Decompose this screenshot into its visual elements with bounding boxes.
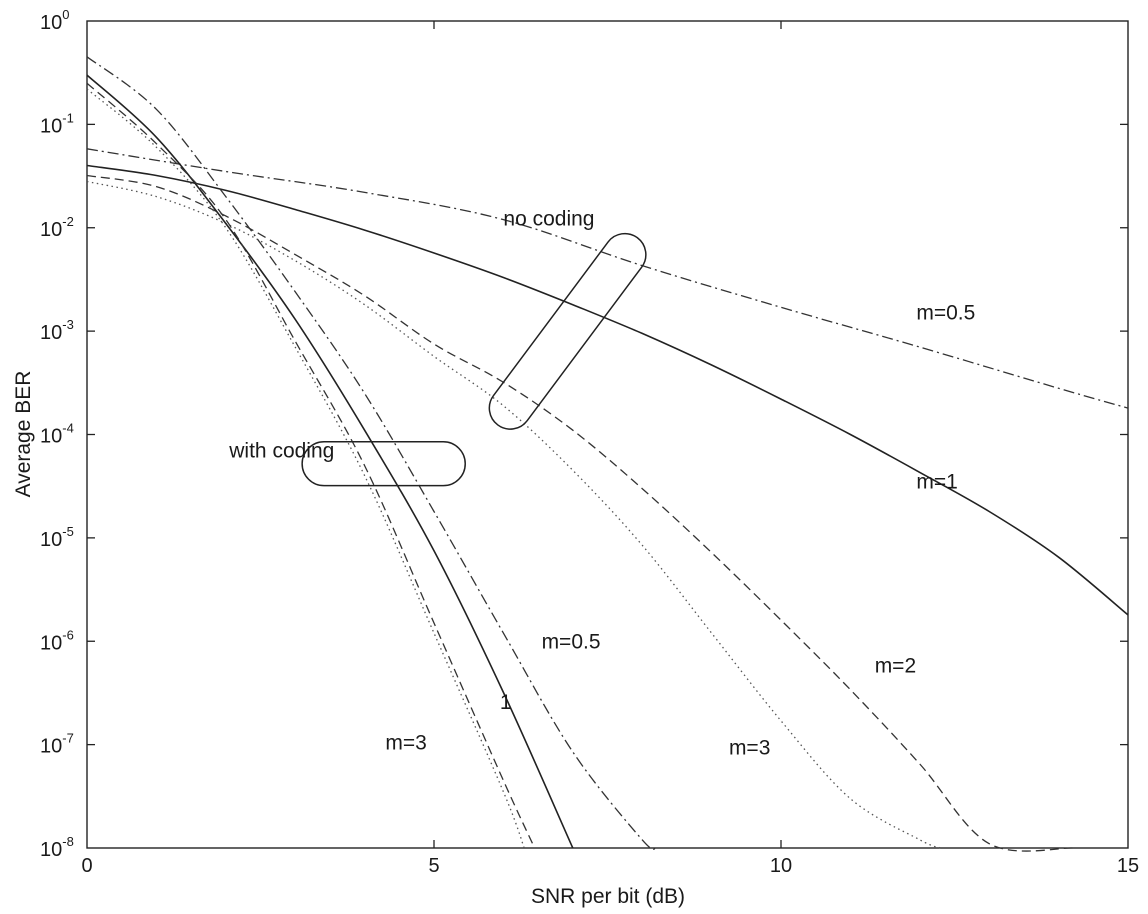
x-tick-label: 10 (770, 855, 792, 877)
annotation-label-2: m=0.5 (916, 301, 975, 324)
y-tick-label: 100 (40, 7, 69, 34)
series-line-8 (86, 88, 525, 849)
plot-border (86, 20, 1129, 849)
tick-layer: 0 5 10 15 100 10-1 10-2 10-3 10-4 10-5 10-6 10-7 10-… (40, 7, 1139, 877)
y-tick-label: 10-8 (40, 834, 74, 861)
callout-capsule-1 (301, 441, 466, 487)
series-line-5 (86, 56, 657, 851)
y-tick-label: 10-1 (40, 110, 74, 137)
annotation-layer: no coding m=0.5 m=1 with coding m=0.5 m=2 1 m=3… (228, 208, 975, 760)
plot-frame (86, 20, 1129, 849)
series-line-2 (86, 164, 1129, 616)
series-line-3 (86, 174, 1073, 852)
y-tick-label: 10-5 (40, 524, 74, 551)
callout-layer (301, 232, 647, 487)
series-layer (86, 56, 1129, 852)
series-line-7 (86, 82, 536, 849)
y-tick-label: 10-2 (40, 214, 74, 241)
annotation-label-3: m=1 (916, 471, 957, 494)
annotation-label-7: 1 (500, 691, 512, 714)
annotation-label-1: no coding (503, 208, 594, 231)
annotation-label-5: m=0.5 (542, 631, 601, 654)
x-tick-label: 15 (1117, 855, 1139, 877)
y-axis-title: Average BER (12, 371, 35, 498)
y-tick-label: 10-7 (40, 731, 74, 758)
annotation-label-6: m=2 (875, 654, 916, 677)
series-line-1 (86, 148, 1129, 409)
annotation-label-4: with coding (228, 439, 334, 462)
annotation-label-9: m=3 (729, 737, 770, 760)
series-line-6 (86, 74, 574, 849)
x-tick-label: 5 (428, 855, 439, 877)
y-tick-label: 10-4 (40, 421, 74, 448)
callout-capsule-2 (488, 232, 647, 430)
y-tick-label: 10-6 (40, 627, 74, 654)
y-tick-label: 10-3 (40, 317, 74, 344)
x-axis-title: SNR per bit (dB) (531, 885, 685, 908)
annotation-label-8: m=3 (385, 731, 426, 754)
x-tick-label: 0 (81, 855, 92, 877)
